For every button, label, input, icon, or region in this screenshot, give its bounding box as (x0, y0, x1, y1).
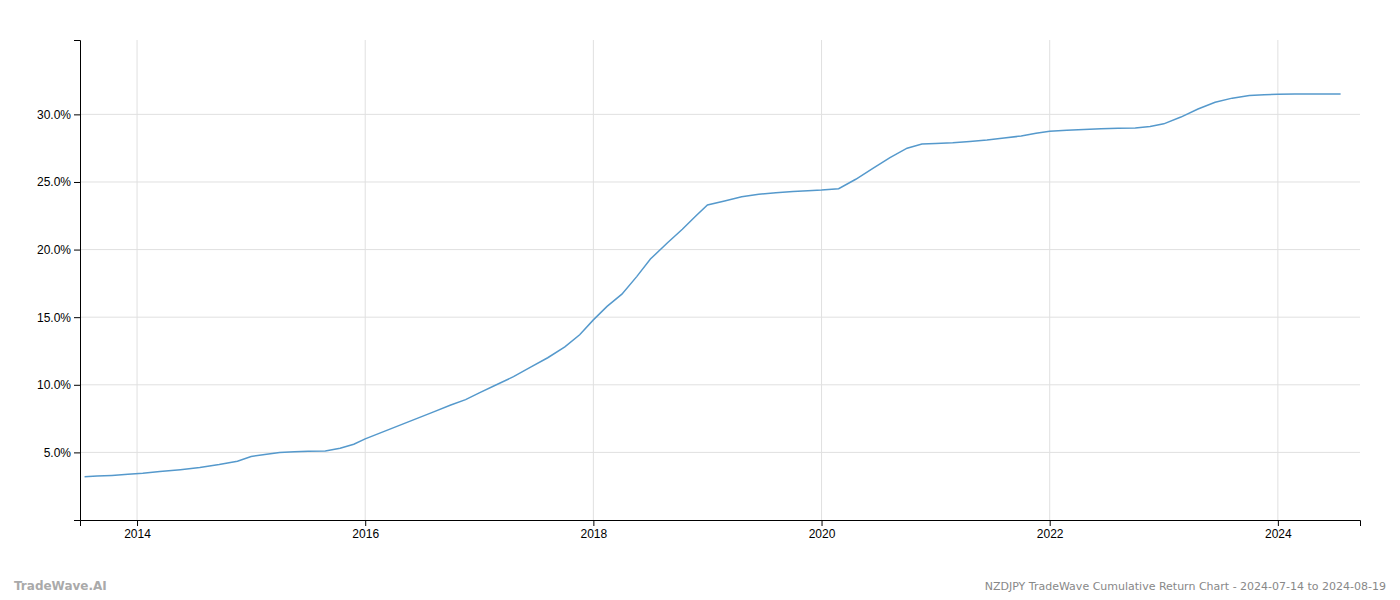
watermark: TradeWave.AI (14, 579, 107, 593)
grid-line (821, 40, 822, 520)
tick-label: 2014 (124, 527, 151, 541)
tick-mark (74, 452, 80, 453)
tick: 25.0% (37, 175, 80, 189)
tick-mark (822, 520, 823, 526)
grid-line (80, 249, 1360, 250)
grid-line (137, 40, 138, 520)
tick: 20.0% (37, 243, 80, 257)
x-axis: 2014 2016 2018 2020 2022 2024 (81, 520, 1361, 541)
tick-label: 10.0% (37, 378, 71, 392)
tick-label: 2020 (809, 527, 836, 541)
tick-mark (593, 520, 594, 526)
grid-line (80, 114, 1360, 115)
marks (85, 94, 1341, 477)
line (85, 94, 1341, 477)
tick-mark (74, 317, 80, 318)
tick-mark (74, 250, 80, 251)
tick-mark (74, 114, 80, 115)
tick: 2016 (352, 520, 379, 541)
tick: 5.0% (44, 446, 80, 460)
tick-label: 2024 (1265, 527, 1292, 541)
tick-label: 2016 (352, 527, 379, 541)
tick-label: 2022 (1037, 527, 1064, 541)
plot-area: 2014 2016 2018 2020 2022 2024 5.0% 10.0% 15.0% 20… (37, 40, 1361, 541)
tick-label: 2018 (581, 527, 608, 541)
tick-label: 20.0% (37, 243, 71, 257)
tick-mark (1050, 520, 1051, 526)
grid-line (1049, 40, 1050, 520)
y-axis: 5.0% 10.0% 15.0% 20.0% 25.0% 30.0% (37, 41, 81, 521)
grid-line (365, 40, 366, 520)
tick-mark (1278, 520, 1279, 526)
tick-label: 5.0% (44, 446, 72, 460)
tick: 10.0% (37, 378, 80, 392)
tick: 2024 (1265, 520, 1292, 541)
tick-mark (365, 520, 366, 526)
grid-line (80, 317, 1360, 318)
axis-line (81, 521, 1361, 527)
tick-label: 30.0% (37, 108, 71, 122)
tick: 2022 (1037, 520, 1064, 541)
tick: 2014 (124, 520, 151, 541)
grid-line (593, 40, 594, 520)
tick-mark (74, 385, 80, 386)
grid-line (80, 384, 1360, 385)
tick-mark (137, 520, 138, 526)
grid-line (80, 181, 1360, 182)
tick-mark (74, 182, 80, 183)
tick: 15.0% (37, 311, 80, 325)
tick-label: 25.0% (37, 175, 71, 189)
title: NZDJPY TradeWave Cumulative Return Chart… (985, 580, 1386, 593)
axis-line (74, 41, 81, 521)
tick: 30.0% (37, 108, 80, 122)
tick-label: 15.0% (37, 311, 71, 325)
grid (80, 40, 1360, 520)
tick: 2020 (809, 520, 836, 541)
chart: 2014 2016 2018 2020 2022 2024 5.0% 10.0% 15.0% 20… (0, 0, 1400, 600)
tick: 2018 (581, 520, 608, 541)
grid-line (1277, 40, 1278, 520)
